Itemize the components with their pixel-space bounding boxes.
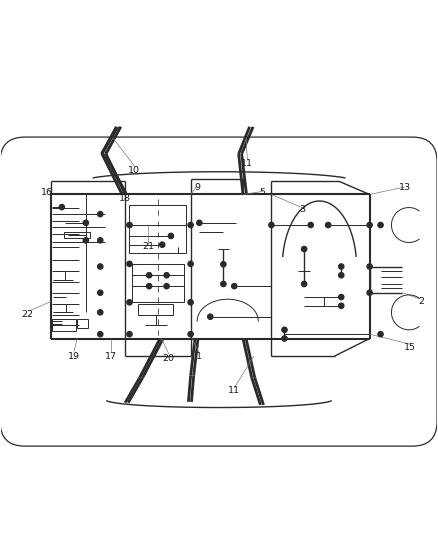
Text: 19: 19 [68, 351, 80, 360]
Bar [52, 319, 76, 331]
Circle shape [301, 246, 307, 252]
Circle shape [59, 205, 64, 210]
Text: 15: 15 [404, 343, 416, 352]
Circle shape [367, 290, 372, 295]
Text: 10: 10 [128, 166, 140, 175]
Text: 16: 16 [41, 188, 53, 197]
Circle shape [301, 281, 307, 287]
Text: 9: 9 [194, 183, 200, 192]
Circle shape [98, 212, 103, 217]
Bar [77, 319, 88, 328]
Circle shape [98, 290, 103, 295]
Text: 5: 5 [260, 188, 266, 197]
Circle shape [98, 238, 103, 243]
Text: 3: 3 [299, 205, 305, 214]
Circle shape [221, 262, 226, 267]
Circle shape [98, 332, 103, 337]
Circle shape [147, 272, 152, 278]
Text: 17: 17 [105, 351, 117, 360]
Text: 11: 11 [241, 159, 253, 168]
Circle shape [339, 264, 344, 269]
Circle shape [339, 272, 344, 278]
Circle shape [339, 303, 344, 309]
Circle shape [308, 222, 313, 228]
Circle shape [147, 284, 152, 289]
Circle shape [83, 220, 88, 225]
Circle shape [98, 310, 103, 315]
Circle shape [378, 222, 383, 228]
Text: 11: 11 [228, 386, 240, 395]
Circle shape [168, 233, 173, 239]
Circle shape [282, 336, 287, 341]
Text: 18: 18 [119, 195, 131, 203]
Circle shape [378, 332, 383, 337]
Text: 1: 1 [196, 351, 202, 360]
FancyBboxPatch shape [1, 138, 436, 446]
Circle shape [164, 272, 169, 278]
Circle shape [367, 264, 372, 269]
Circle shape [188, 222, 193, 228]
Text: 22: 22 [22, 310, 34, 319]
Circle shape [164, 284, 169, 289]
Circle shape [197, 220, 202, 225]
Circle shape [232, 284, 237, 289]
Circle shape [127, 261, 132, 266]
Bar [138, 304, 173, 316]
Bar [64, 232, 90, 238]
Circle shape [188, 300, 193, 305]
Circle shape [98, 264, 103, 269]
Circle shape [325, 222, 331, 228]
Circle shape [159, 242, 165, 247]
Circle shape [221, 281, 226, 287]
Circle shape [127, 300, 132, 305]
Circle shape [339, 294, 344, 300]
Text: 20: 20 [162, 354, 174, 362]
Text: 21: 21 [142, 243, 154, 252]
Bar [132, 264, 184, 302]
Circle shape [127, 332, 132, 337]
Bar [130, 205, 186, 253]
Text: 2: 2 [419, 297, 424, 306]
Text: 13: 13 [399, 183, 410, 192]
Circle shape [127, 222, 132, 228]
Circle shape [208, 314, 213, 319]
Circle shape [269, 222, 274, 228]
Circle shape [188, 332, 193, 337]
FancyBboxPatch shape [1, 138, 436, 446]
Circle shape [83, 238, 88, 243]
Circle shape [282, 327, 287, 333]
Circle shape [367, 222, 372, 228]
Circle shape [188, 261, 193, 266]
